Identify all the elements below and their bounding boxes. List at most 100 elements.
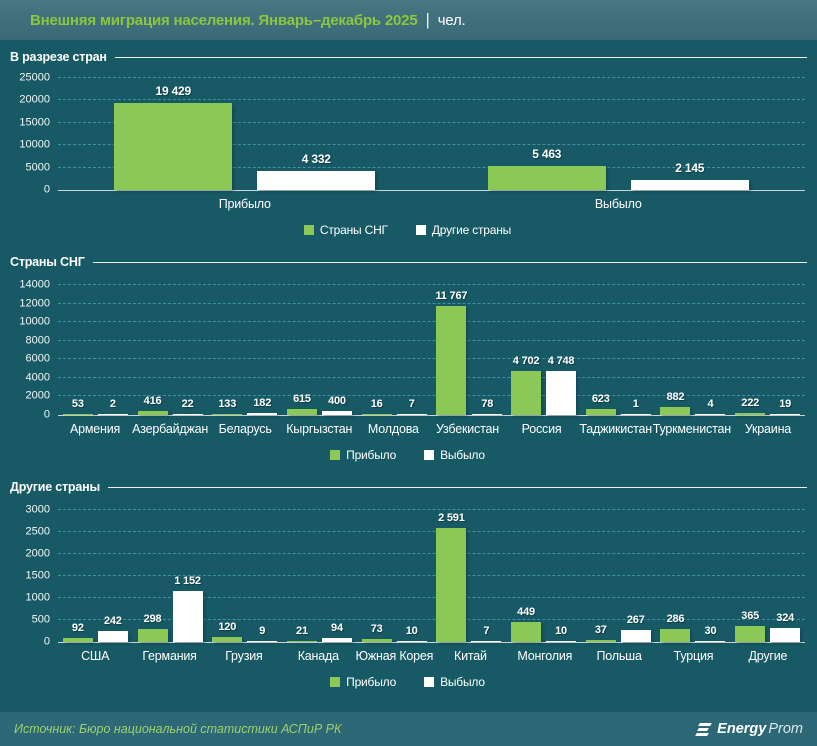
bar-value-label: 16: [370, 397, 383, 410]
y-axis-tick-label: 3000: [25, 503, 50, 516]
bar-cell: 298: [137, 612, 168, 642]
gridline: [58, 575, 805, 576]
bar-value-label: 416: [143, 395, 162, 408]
bar-value-label: 267: [626, 614, 645, 627]
bar-series1: [511, 622, 542, 642]
y-axis-tick-label: 2500: [25, 525, 50, 538]
y-axis-tick-label: 1000: [25, 591, 50, 604]
bar-value-label: 37: [594, 624, 607, 637]
bar-value-label: 2 145: [675, 161, 705, 176]
x-category-label: Армения: [70, 422, 121, 436]
bar-cell: 53: [62, 398, 93, 415]
title-separator: |: [425, 10, 430, 29]
category-group: 92 242: [58, 510, 133, 642]
bar-series1: [511, 371, 542, 415]
bar-series1: [361, 413, 392, 415]
gridline: [58, 284, 805, 285]
bar-cell: 92: [62, 622, 93, 642]
bar-value-label: 19 429: [155, 83, 191, 98]
legend-swatch: [415, 225, 426, 235]
gridline: [58, 531, 805, 532]
x-category-label: Турция: [673, 649, 714, 663]
bar-series1: [212, 636, 243, 642]
legend: Прибыло Выбыло: [10, 675, 805, 689]
y-axis-tick-label: 12000: [19, 297, 50, 310]
legend-swatch: [424, 677, 435, 687]
y-axis-tick-label: 25000: [19, 71, 50, 84]
bar-value-label: 2 591: [438, 512, 465, 524]
category-group: 5 463 2 145: [432, 78, 806, 190]
bar-series2: [695, 640, 726, 642]
bar-cell: 1 152: [172, 576, 203, 642]
bar-series2: [396, 640, 427, 642]
y-axis-tick-label: 14000: [19, 278, 50, 291]
bar-series1: [361, 638, 392, 642]
bar-series1: [735, 625, 766, 642]
section-title: В разрезе стран: [10, 50, 107, 64]
bar-cell: 78: [472, 397, 503, 415]
x-category-label: Молдова: [367, 422, 419, 436]
energyprom-logo-icon: [695, 721, 713, 738]
bar-series2: [471, 640, 502, 642]
bar-cell: 4 332: [257, 151, 376, 190]
bar-series2: [321, 637, 352, 642]
bar-cell: 1: [620, 397, 651, 415]
bar-series1: [585, 640, 616, 642]
plot-area: 0 5000 10000 15000 20000 25000 19 429 4 332 5 46…: [19, 72, 806, 195]
category-group: 882 4: [656, 285, 731, 415]
category-group: 416 22: [133, 285, 208, 415]
bar-series1: [585, 409, 616, 415]
bar-cell: 416: [137, 395, 168, 415]
bar-value-label: 1: [632, 397, 639, 410]
bar-series2: [770, 627, 801, 642]
bar-series1: [487, 165, 606, 190]
section-other-countries: Другие страны 0 500 1000 1500 2000 2500 3000 92…: [10, 462, 807, 689]
bar-cell: 16: [361, 397, 392, 415]
chart-other-countries: 0 500 1000 1500 2000 2500 3000 92 242 298 1 152 120…: [26, 504, 805, 689]
bar-cell: 19 429: [114, 83, 233, 190]
bar-series1: [137, 411, 168, 415]
bar-cell: 133: [212, 398, 243, 415]
bar-value-label: 120: [218, 620, 237, 633]
gridline: [58, 121, 805, 123]
bar-cell: 4 702: [511, 356, 542, 415]
legend-swatch: [424, 450, 435, 460]
bar-cell: 182: [247, 397, 278, 415]
category-group: 37 267: [581, 510, 656, 642]
bar-series2: [97, 631, 128, 642]
bar-value-label: 19: [779, 397, 792, 410]
bar-series2: [546, 640, 577, 642]
bar-value-label: 298: [143, 612, 162, 625]
legend-swatch: [330, 450, 341, 460]
bar-value-label: 9: [259, 624, 266, 637]
y-axis-tick-label: 15000: [19, 116, 50, 129]
x-category-label: Германия: [142, 649, 197, 663]
bar-value-label: 22: [181, 397, 194, 410]
bar-cell: 19: [770, 397, 801, 415]
bar-series2: [247, 413, 278, 415]
bar-series2: [770, 413, 801, 415]
bar-series2: [630, 180, 749, 190]
bar-value-label: 4 332: [301, 151, 331, 166]
bar-value-label: 623: [591, 393, 610, 406]
logo-text-energy: Energy: [717, 721, 767, 737]
bar-value-label: 2: [109, 397, 116, 410]
bar-value-label: 78: [481, 397, 494, 410]
bar-cell: 10: [396, 625, 427, 642]
bar-value-label: 21: [296, 624, 308, 637]
bars-container: 92 242 298 1 152 120 9 21 94 73 10 2 591 7 449 10 37 26…: [58, 510, 805, 642]
x-category-label: Польша: [596, 649, 642, 663]
bar-series1: [62, 413, 93, 415]
section-divider-line: [92, 261, 807, 263]
bar-value-label: 182: [253, 397, 272, 410]
bar-value-label: 11 767: [435, 289, 468, 302]
bar-series1: [660, 406, 691, 415]
category-group: 133 182: [207, 285, 282, 415]
category-group: 298 1 152: [133, 510, 208, 642]
y-axis-tick-label: 5000: [25, 161, 50, 174]
gridline: [58, 358, 805, 360]
bar-cell: 21: [286, 624, 317, 642]
y-axis-tick-label: 500: [31, 613, 50, 626]
bar-series2: [546, 370, 577, 415]
bar-cell: 286: [660, 614, 691, 642]
